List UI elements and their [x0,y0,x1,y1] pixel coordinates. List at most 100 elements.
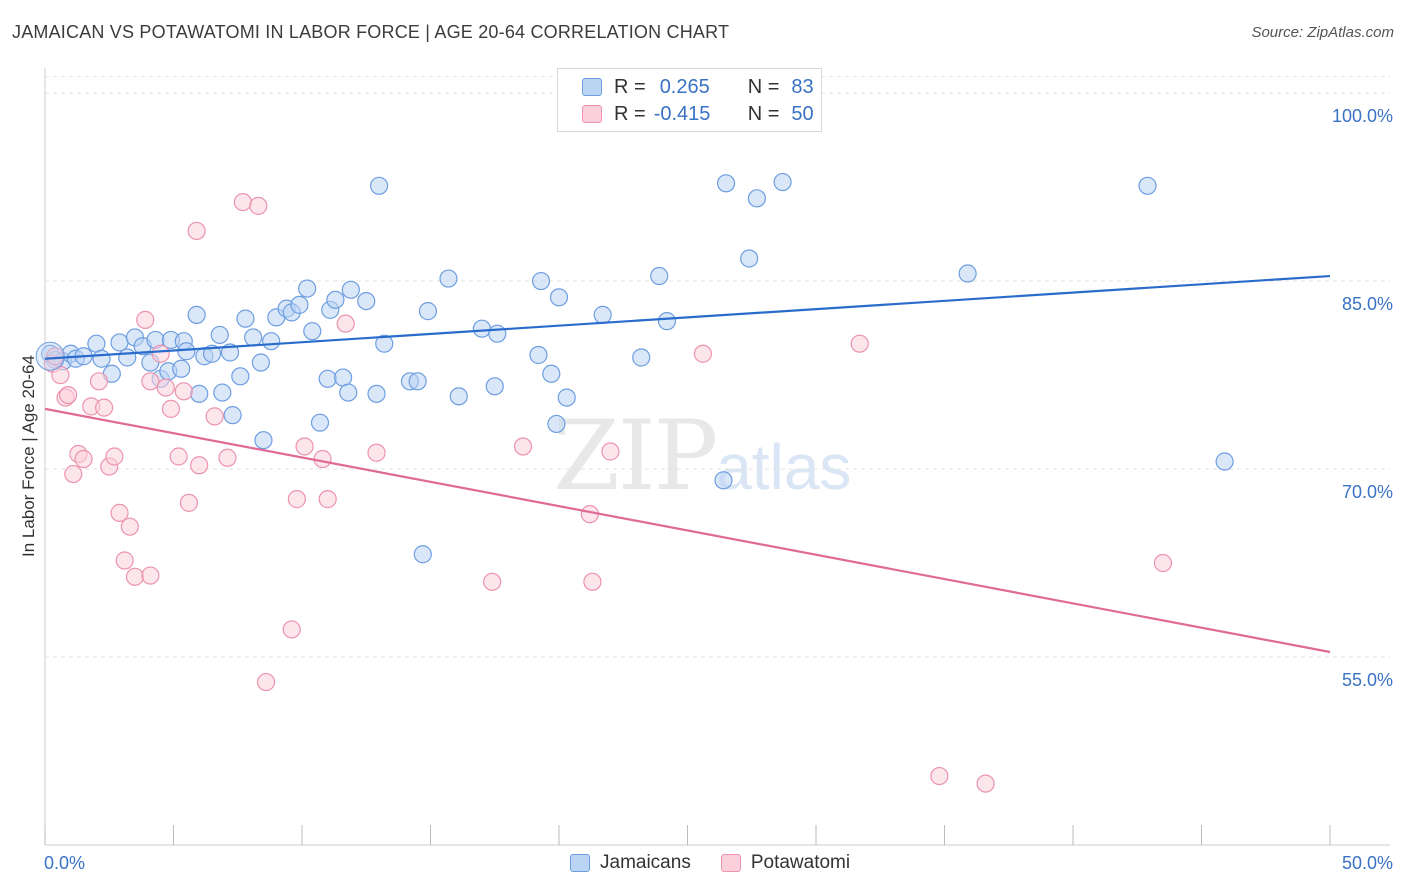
point-jamaicans [251,353,270,372]
point-jamaicans [236,309,255,328]
point-jamaicans [650,266,669,286]
point-jamaicans [370,176,389,195]
legend-n-value: 50 [791,102,814,125]
legend-item-jamaicans: Jamaicans [570,852,691,874]
point-potawatomi [141,372,160,391]
point-jamaicans [254,431,273,450]
point-potawatomi [51,365,70,385]
point-jamaicans [529,345,548,365]
point-potawatomi [74,449,93,469]
legend-item-potawatomi: Potawatomi [720,852,850,874]
point-jamaicans [593,305,612,324]
point-jamaicans [298,279,317,298]
point-jamaicans [341,280,360,299]
point-jamaicans [439,269,458,288]
legend-swatch-pink [720,854,741,872]
point-jamaicans [190,384,209,403]
point-potawatomi [190,456,209,475]
point-jamaicans [244,328,263,347]
point-jamaicans [472,319,491,338]
point-jamaicans [747,189,766,208]
series-jamaicans [41,172,1234,564]
point-potawatomi [95,398,114,417]
point-potawatomi [89,372,109,391]
point-jamaicans [210,325,229,345]
stats-legend: R = 0.265 N = 83 R = -0.415 N = 50 [557,68,822,132]
x-tick-label: 50.0% [1342,853,1393,873]
point-jamaicans [657,312,677,331]
point-potawatomi [161,399,181,418]
point-jamaicans [213,383,232,402]
legend-swatch-pink [582,105,602,123]
point-potawatomi [120,517,139,536]
point-jamaicans [187,305,206,324]
point-jamaicans [326,290,345,309]
watermark-atlas: atlas [716,431,852,503]
point-potawatomi [218,448,237,467]
watermark-zip: ZIP [553,400,718,512]
point-potawatomi [59,385,78,405]
point-jamaicans [773,172,792,192]
point-jamaicans [357,292,376,311]
point-jamaicans [542,364,561,383]
point-potawatomi [141,566,160,585]
point-potawatomi [169,447,188,466]
point-jamaicans [449,387,468,406]
point-potawatomi [156,378,175,397]
point-potawatomi [313,449,332,469]
y-tick-label: 100.0% [1332,106,1393,126]
legend-swatch-blue [582,78,602,96]
point-jamaicans [35,341,65,371]
legend-n-label: N = [747,102,780,125]
point-jamaicans [740,249,759,268]
point-potawatomi [136,310,155,329]
point-jamaicans [118,348,137,367]
point-potawatomi [850,334,869,353]
point-potawatomi [125,567,145,586]
legend-r-value: 0.265 [659,75,710,98]
trendline-jamaicans [44,274,1331,360]
series-legend: Jamaicans Potawatomi [570,852,880,874]
point-potawatomi [174,382,193,401]
point-jamaicans [1138,176,1157,195]
point-potawatomi [930,766,949,786]
legend-row-jamaicans: R = 0.265 N = 83 [582,75,814,99]
point-jamaicans [1215,452,1234,471]
point-potawatomi [151,344,170,363]
series-potawatomi [43,192,1173,793]
point-potawatomi [282,620,301,639]
point-jamaicans [202,344,222,363]
point-jamaicans [220,343,240,362]
point-jamaicans [110,333,129,352]
point-jamaicans [367,384,386,403]
point-potawatomi [693,344,713,363]
point-potawatomi [367,443,386,462]
point-jamaicans [958,264,977,283]
point-jamaicans [485,377,504,396]
point-potawatomi [249,196,268,215]
point-jamaicans [408,372,427,391]
point-jamaicans [488,324,507,343]
chart-title: JAMAICAN VS POTAWATOMI IN LABOR FORCE | … [12,22,730,42]
point-potawatomi [318,490,337,509]
point-jamaicans [231,367,250,386]
x-tick-label: 0.0% [44,853,85,873]
point-jamaicans [87,334,106,353]
point-potawatomi [64,464,83,484]
point-jamaicans [92,349,111,368]
point-jamaicans [223,406,242,425]
y-tick-label: 70.0% [1342,482,1393,502]
point-jamaicans [557,388,576,407]
point-jamaicans [531,271,551,291]
point-potawatomi [205,407,224,426]
point-jamaicans [318,369,337,388]
legend-row-potawatomi: R = -0.415 N = 50 [582,102,814,126]
point-jamaicans [262,332,281,351]
legend-r-label: R = [614,102,646,125]
point-potawatomi [115,551,134,570]
source-label: Source: ZipAtlas.com [1251,24,1394,41]
point-jamaicans [310,413,330,432]
point-jamaicans [339,383,358,402]
point-potawatomi [583,572,602,591]
